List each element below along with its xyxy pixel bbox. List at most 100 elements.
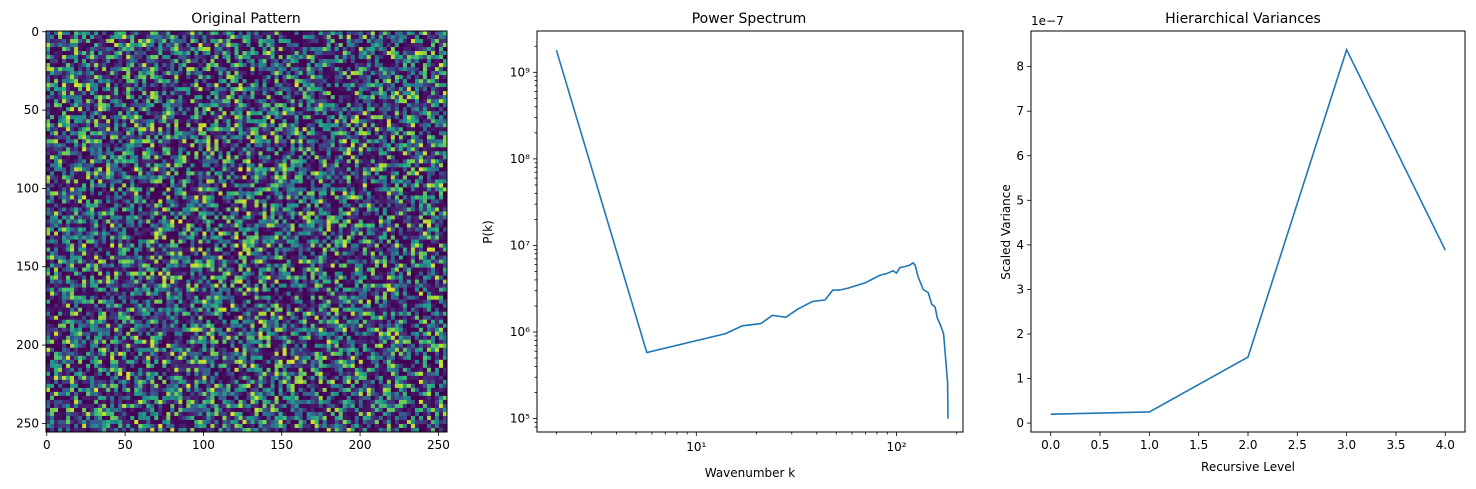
heatmap-cell xyxy=(86,151,91,156)
heatmap-cell xyxy=(418,71,424,76)
heatmap-cell xyxy=(138,147,143,152)
heatmap-cell xyxy=(262,143,267,148)
heatmap-cell xyxy=(162,39,167,44)
heatmap-cell xyxy=(242,39,247,44)
heatmap-cell xyxy=(178,87,183,92)
heatmap-cell xyxy=(430,159,436,164)
heatmap-cell xyxy=(218,55,223,60)
heatmap-cell xyxy=(202,139,207,144)
heatmap-cell xyxy=(194,147,199,152)
heatmap-cell xyxy=(414,195,420,200)
heatmap-cell xyxy=(46,91,51,96)
heatmap-cell xyxy=(350,187,356,192)
heatmap-cell xyxy=(426,211,432,216)
heatmap-cell xyxy=(194,103,199,108)
heatmap-cell xyxy=(122,35,127,40)
heatmap-cell xyxy=(410,175,416,180)
heatmap-cell xyxy=(278,123,283,128)
heatmap-cell xyxy=(258,75,263,80)
heatmap-cell xyxy=(242,163,247,168)
heatmap-cell xyxy=(242,131,247,136)
heatmap-cell xyxy=(434,59,440,64)
heatmap-cell xyxy=(158,219,163,224)
heatmap-cell xyxy=(334,35,340,40)
heatmap-cell xyxy=(278,199,283,204)
heatmap-cell xyxy=(270,43,275,48)
heatmap-cell xyxy=(170,127,175,132)
heatmap-cell xyxy=(434,63,440,68)
heatmap-cell xyxy=(350,59,356,64)
heatmap-cell xyxy=(114,139,119,144)
heatmap-cell xyxy=(378,159,384,164)
heatmap-cell xyxy=(114,143,119,148)
heatmap-cell xyxy=(250,147,255,152)
heatmap-cell xyxy=(342,43,348,48)
heatmap-cell xyxy=(398,107,404,112)
heatmap-cell xyxy=(382,143,388,148)
heatmap-cell xyxy=(90,75,95,80)
heatmap-cell xyxy=(270,119,275,124)
heatmap-cell xyxy=(266,123,271,128)
heatmap-cell xyxy=(110,79,115,84)
heatmap-cell xyxy=(302,39,307,44)
heatmap-cell xyxy=(130,187,135,192)
heatmap-cell xyxy=(170,111,175,116)
heatmap-cell xyxy=(322,71,327,76)
heatmap-cell xyxy=(250,143,255,148)
heatmap-cell xyxy=(142,215,147,220)
heatmap-cell xyxy=(410,127,416,132)
heatmap-cell xyxy=(114,167,119,172)
heatmap-cell xyxy=(382,175,388,180)
heatmap-cell xyxy=(350,191,356,196)
heatmap-cell xyxy=(198,175,203,180)
heatmap-cell xyxy=(162,147,167,152)
heatmap-cell xyxy=(374,99,380,104)
heatmap-cell xyxy=(254,111,259,116)
heatmap-cell xyxy=(94,91,99,96)
heatmap-cell xyxy=(258,107,263,112)
heatmap-cell xyxy=(442,127,448,132)
heatmap-cell xyxy=(134,135,139,140)
heatmap-cell xyxy=(214,83,219,88)
heatmap-cell xyxy=(430,99,436,104)
heatmap-cell xyxy=(314,195,319,200)
heatmap-cell xyxy=(146,211,151,216)
heatmap-cell xyxy=(418,171,424,176)
heatmap-cell xyxy=(190,183,195,188)
heatmap-cell xyxy=(270,135,275,140)
heatmap-cell xyxy=(186,203,191,208)
heatmap-cell xyxy=(246,223,251,228)
heatmap-cell xyxy=(238,47,243,52)
heatmap-cell xyxy=(130,111,135,116)
heatmap-cell xyxy=(122,175,127,180)
heatmap-cell xyxy=(50,147,55,152)
heatmap-cell xyxy=(210,63,215,68)
heatmap-cell xyxy=(122,79,127,84)
heatmap-cell xyxy=(122,211,127,216)
heatmap-cell xyxy=(250,59,255,64)
heatmap-cell xyxy=(78,131,83,136)
heatmap-cell xyxy=(342,71,348,76)
heatmap-cell xyxy=(414,95,420,100)
heatmap-cell xyxy=(126,183,131,188)
heatmap-cell xyxy=(254,83,259,88)
heatmap-cell xyxy=(114,67,119,72)
heatmap-cell xyxy=(246,155,251,160)
heatmap-cell xyxy=(398,115,404,120)
heatmap-cell xyxy=(82,123,87,128)
heatmap-cell xyxy=(194,171,199,176)
heatmap-cell xyxy=(442,119,448,124)
heatmap-cell xyxy=(370,167,376,172)
heatmap-cell xyxy=(342,75,348,80)
heatmap-cell xyxy=(322,227,327,232)
heatmap-cell xyxy=(122,227,127,232)
heatmap-cell xyxy=(262,51,267,56)
heatmap-cell xyxy=(82,71,87,76)
heatmap-cell xyxy=(86,199,91,204)
heatmap-cell xyxy=(222,175,227,180)
heatmap-cell xyxy=(234,203,239,208)
heatmap-cell xyxy=(178,83,183,88)
heatmap-cell xyxy=(378,51,384,56)
heatmap-cell xyxy=(286,195,291,200)
heatmap-cell xyxy=(134,215,139,220)
